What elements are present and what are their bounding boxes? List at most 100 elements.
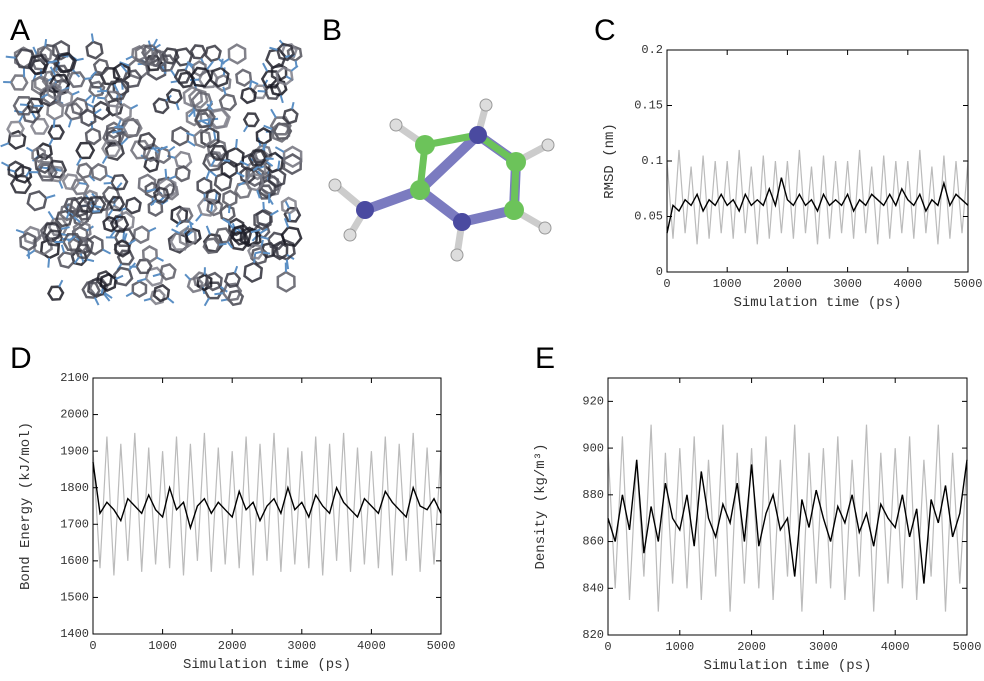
ring <box>96 270 114 288</box>
ring <box>85 234 104 256</box>
plot-frame <box>92 377 442 635</box>
ring <box>80 108 97 128</box>
bond <box>210 204 214 212</box>
ring <box>205 150 224 168</box>
bond <box>175 220 182 228</box>
x-tick-label: 4000 <box>881 640 910 654</box>
data-line <box>666 177 969 234</box>
bond <box>218 242 227 246</box>
x-tick-label: 2000 <box>737 640 766 654</box>
ring <box>33 74 49 92</box>
ring <box>218 93 238 112</box>
bond <box>90 33 95 42</box>
bond <box>226 241 234 249</box>
ring <box>263 83 282 100</box>
ring <box>88 80 106 98</box>
ring <box>222 189 238 208</box>
bond <box>25 146 34 153</box>
ring <box>223 271 242 289</box>
ring <box>112 62 131 83</box>
x-tick-label: 0 <box>89 639 96 653</box>
bond <box>262 251 271 255</box>
ring <box>67 71 86 89</box>
bond <box>93 297 100 306</box>
bond <box>188 221 193 229</box>
x-tick-label: 3000 <box>287 639 316 653</box>
panel-label: C <box>594 14 616 47</box>
bond <box>47 59 58 64</box>
bond <box>60 244 66 253</box>
y-tick-label: 880 <box>582 488 604 502</box>
ring <box>204 271 223 292</box>
ring <box>85 40 104 60</box>
bond <box>151 146 160 154</box>
y-tick-label: 0.05 <box>634 210 663 224</box>
y-tick-label: 920 <box>582 395 604 409</box>
bond <box>45 194 56 199</box>
bond <box>136 277 147 283</box>
ring <box>35 45 53 63</box>
ring <box>121 118 143 137</box>
ring <box>143 156 160 173</box>
bond <box>47 257 51 268</box>
ring <box>280 226 303 248</box>
ring <box>152 186 170 204</box>
ring <box>122 69 143 89</box>
x-tick-label: 2000 <box>218 639 247 653</box>
ring <box>57 251 76 269</box>
ring <box>105 80 129 101</box>
ring <box>227 43 247 65</box>
ring <box>110 173 129 191</box>
ring <box>220 158 238 179</box>
x-tick-label: 5000 <box>427 639 456 653</box>
ring <box>188 87 209 110</box>
ring <box>101 139 122 158</box>
y-tick-label: 840 <box>582 581 604 595</box>
bond <box>90 70 97 78</box>
bond <box>222 218 231 224</box>
ring <box>270 121 291 143</box>
bond <box>259 227 268 235</box>
bond <box>78 182 87 186</box>
ring <box>42 221 63 241</box>
ring <box>152 283 171 303</box>
ring <box>221 282 243 302</box>
bond <box>115 182 123 190</box>
y-tick-label: 1800 <box>60 481 89 495</box>
bond <box>150 199 157 207</box>
ring <box>112 266 134 287</box>
bond <box>67 119 73 128</box>
bond <box>284 200 290 209</box>
ring <box>81 281 101 299</box>
ring <box>75 141 96 160</box>
bond <box>152 273 161 278</box>
bond <box>260 235 269 240</box>
x-axis-label: Simulation time (ps) <box>733 295 901 311</box>
ring <box>36 163 58 182</box>
x-tick-label: 4000 <box>357 639 386 653</box>
ring <box>269 116 292 136</box>
ring <box>137 131 157 151</box>
bond <box>290 65 299 72</box>
ring <box>137 173 157 195</box>
bond <box>130 104 139 110</box>
ring <box>144 54 163 72</box>
bond <box>27 250 31 259</box>
bond <box>103 291 113 299</box>
bond <box>242 125 249 133</box>
ring <box>31 146 47 164</box>
ring <box>19 231 37 252</box>
bond <box>187 108 197 118</box>
y-tick-label: 1700 <box>60 517 89 531</box>
ring <box>194 108 216 129</box>
bond <box>40 93 49 99</box>
bond <box>125 55 133 61</box>
ring <box>27 54 50 76</box>
ring <box>173 150 193 170</box>
bond <box>84 94 93 102</box>
ring <box>46 82 62 100</box>
ring <box>70 178 90 196</box>
x-tick-label: 1000 <box>665 640 694 654</box>
bond <box>283 217 290 228</box>
ring <box>242 112 260 128</box>
